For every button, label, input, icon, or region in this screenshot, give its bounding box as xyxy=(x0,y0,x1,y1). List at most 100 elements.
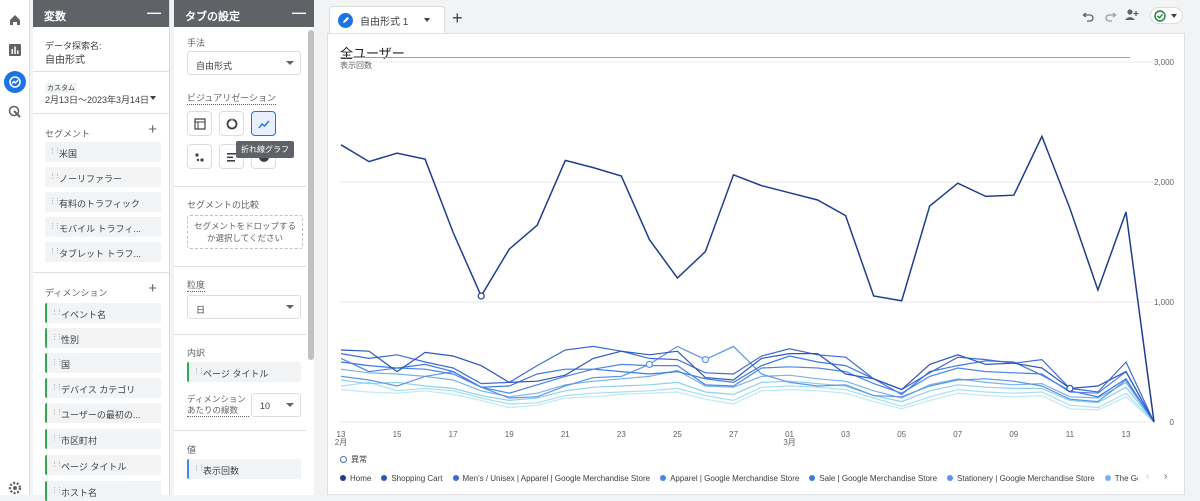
chevron-down-icon xyxy=(1171,14,1177,18)
anomaly-marker xyxy=(701,356,710,364)
legend-next-icon[interactable]: › xyxy=(1164,471,1168,482)
x-tick-label: 19 xyxy=(505,430,514,439)
series-line xyxy=(340,381,1155,423)
minimize-variables-button[interactable]: — xyxy=(147,4,161,20)
segment-chip[interactable]: タブレット トラフ... xyxy=(45,242,161,262)
undo-icon[interactable] xyxy=(1082,9,1095,25)
visualization-label: ビジュアリゼーション xyxy=(187,93,277,105)
add-dimension-plus-icon[interactable]: + xyxy=(148,280,157,297)
home-icon[interactable] xyxy=(6,11,24,29)
add-tab-plus-icon[interactable]: + xyxy=(452,8,463,28)
segment-chip[interactable]: 有料のトラフィック xyxy=(45,192,161,212)
anomaly-legend: 異常 xyxy=(340,454,367,465)
series-line xyxy=(340,134,1155,423)
legend-item[interactable]: The Google Merchandise Store xyxy=(1104,470,1138,486)
chevron-down-icon xyxy=(286,61,294,65)
x-tick-label: 15 xyxy=(393,430,402,439)
breakdown-label: 内訳 xyxy=(187,348,206,358)
exploration-name-label: データ探索名: xyxy=(45,41,102,51)
reports-icon[interactable] xyxy=(6,41,24,59)
x-tick-label: 21 xyxy=(561,430,570,439)
dimension-chip[interactable]: ホスト名 xyxy=(45,481,161,501)
redo-icon[interactable] xyxy=(1104,9,1117,25)
x-tick-label: 13 xyxy=(337,430,346,439)
legend-item[interactable]: Home xyxy=(340,470,371,486)
legend-swatch xyxy=(1104,475,1111,481)
granularity-label: 粒度 xyxy=(187,280,206,292)
tab-menu-icon[interactable] xyxy=(424,18,431,22)
tab-freeform-1[interactable]: 自由形式 1 xyxy=(329,6,445,33)
minimize-tab-settings-button[interactable]: — xyxy=(292,4,306,20)
technique-value: 自由形式 xyxy=(196,61,233,71)
segment-drop-zone[interactable]: セグメントをドロップするか選択してください xyxy=(187,215,303,249)
dimension-chip[interactable]: 市区町村 xyxy=(45,429,161,449)
granularity-select[interactable]: 日 xyxy=(187,295,301,319)
dimension-chip[interactable]: 国 xyxy=(45,353,161,373)
values-chip[interactable]: 表示回数 xyxy=(187,459,301,479)
dimension-chip[interactable]: 性別 xyxy=(45,328,161,348)
exploration-name-input[interactable]: 自由形式 xyxy=(45,55,85,66)
line-viz-button[interactable] xyxy=(251,111,276,136)
share-user-add-icon[interactable] xyxy=(1124,8,1140,25)
table-icon xyxy=(193,117,206,130)
segments-section: セグメント + 米国 ノーリファラー 有料のトラフィック モバイル トラフィ..… xyxy=(33,114,169,273)
legend-label: Men's / Unisex | Apparel | Google Mercha… xyxy=(462,473,651,483)
granularity-value: 日 xyxy=(196,305,206,315)
anomaly-marker xyxy=(477,292,485,300)
legend-label: Sale | Google Merchandise Store xyxy=(819,473,938,483)
series-line xyxy=(340,349,1155,423)
check-circle-icon xyxy=(1154,10,1166,22)
legend-swatch xyxy=(340,475,346,481)
bar-chart-icon xyxy=(226,152,236,162)
legend-label: The Google Merchandise Store xyxy=(1114,473,1138,483)
legend-item[interactable]: Stationery | Google Merchandise Store xyxy=(947,470,1095,486)
x-tick-label: 17 xyxy=(449,430,458,439)
date-dropdown-icon[interactable] xyxy=(150,96,156,100)
dimension-chip[interactable]: ユーザーの最初の... xyxy=(45,403,161,423)
date-range-selector[interactable]: 2月13日～2023年3月14日 xyxy=(45,95,150,105)
legend-prev-icon[interactable]: ‹ xyxy=(1146,471,1150,482)
advertising-icon[interactable] xyxy=(6,103,24,121)
scatter-viz-button[interactable] xyxy=(187,144,212,169)
donut-viz-button[interactable] xyxy=(219,111,244,136)
chevron-down-icon xyxy=(286,305,294,309)
status-check-dropdown[interactable] xyxy=(1150,7,1183,24)
tab-settings-scrollbar[interactable] xyxy=(308,30,314,360)
rows-per-dimension-select[interactable]: 10 xyxy=(251,393,301,417)
pencil-icon xyxy=(338,12,353,28)
technique-select[interactable]: 自由形式 xyxy=(187,51,301,75)
legend-swatch xyxy=(809,475,816,481)
dimension-chip[interactable]: イベント名 xyxy=(45,303,161,323)
y-tick-label: 3,000 xyxy=(1154,58,1175,67)
legend-swatch xyxy=(452,475,459,481)
series-line xyxy=(340,388,1155,423)
table-viz-button[interactable] xyxy=(187,111,212,136)
divider xyxy=(174,430,306,431)
settings-gear-icon[interactable] xyxy=(6,479,24,497)
tab-bar: 自由形式 1 + xyxy=(327,0,1200,33)
add-segment-plus-icon[interactable]: + xyxy=(148,121,157,138)
series-legend: Home Shopping Cart Men's / Unisex | Appare… xyxy=(340,470,1138,486)
legend-item[interactable]: Shopping Cart xyxy=(381,470,443,486)
line-chart-tooltip: 折れ線グラフ xyxy=(236,141,294,158)
segment-chip[interactable]: モバイル トラフィ... xyxy=(45,217,161,237)
legend-item[interactable]: Apparel | Google Merchandise Store xyxy=(660,470,799,486)
legend-item[interactable]: Sale | Google Merchandise Store xyxy=(809,470,937,486)
technique-label: 手法 xyxy=(187,38,206,48)
anomaly-circle-icon xyxy=(340,456,347,463)
legend-item[interactable]: Men's / Unisex | Apparel | Google Mercha… xyxy=(452,470,651,486)
dimension-chip[interactable]: ページ タイトル xyxy=(45,455,161,475)
series-line xyxy=(340,345,1155,423)
dimension-chip[interactable]: デバイス カテゴリ xyxy=(45,378,161,398)
explore-icon[interactable] xyxy=(4,71,26,93)
breakdown-chip[interactable]: ページ タイトル xyxy=(187,362,301,382)
dimensions-label: ディメンション xyxy=(45,288,108,298)
segment-chip[interactable]: 米国 xyxy=(45,142,161,162)
segment-chip[interactable]: ノーリファラー xyxy=(45,167,161,187)
x-tick-label: 23 xyxy=(617,430,626,439)
legend-swatch xyxy=(660,475,667,481)
tab-settings-panel: タブの設定 — 手法 自由形式 ビジュアリゼーション 折れ線グラフ セグメントの… xyxy=(174,0,314,495)
left-nav-rail xyxy=(0,0,30,495)
tab-label: 自由形式 1 xyxy=(360,16,409,28)
legend-label: Shopping Cart xyxy=(391,473,443,483)
